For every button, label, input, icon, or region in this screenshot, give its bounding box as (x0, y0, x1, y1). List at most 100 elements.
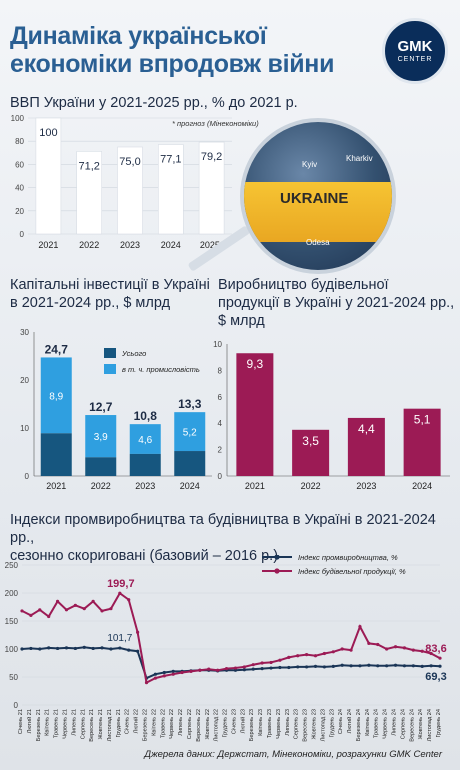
gdp-bar-value: 75,0 (119, 156, 140, 168)
gdp-xtick-label: 2025* (200, 240, 224, 250)
logo-text: GMK (397, 37, 433, 55)
index-point (429, 651, 433, 656)
index-xtick-label: Червень 24 (383, 709, 389, 739)
constr-bar-value: 4,4 (358, 422, 375, 436)
invest-total-label: 10,8 (134, 409, 158, 423)
index-xtick-label: Жовтень 23 (311, 709, 317, 739)
index-xtick-label: Червень 23 (276, 709, 282, 739)
constr-ytick-label: 4 (218, 419, 223, 428)
index-point (296, 665, 300, 669)
invest-total-label: 24,7 (45, 342, 69, 356)
index-xtick-label: Листопад 23 (320, 709, 326, 741)
index-annotation-last-industry: 69,3 (425, 671, 446, 683)
constr-bar-value: 3,5 (302, 434, 319, 448)
index-point (304, 653, 309, 657)
constr-xtick-label: 2024 (412, 481, 432, 491)
index-point (251, 667, 255, 671)
index-title-line-2: сезонно скориговані (базовий – 2016 р.) (10, 548, 279, 564)
invest-ytick-label: 0 (25, 472, 30, 481)
index-point (207, 667, 211, 671)
gdp-chart: 0 20 40 60 80 100 100 2021 71,2 2022 75,0 2023 77,1 2… (11, 114, 232, 250)
index-point (278, 658, 282, 662)
index-point (136, 649, 140, 653)
index-chart-title: Індекси промвиробництва та будівництва в… (10, 511, 460, 565)
index-point (82, 645, 86, 649)
invest-legend-total: Усього (121, 349, 146, 358)
index-point (47, 614, 51, 619)
index-xtick-label: Січень 23 (231, 709, 237, 734)
index-xtick-label: Серпень 23 (294, 709, 300, 739)
index-xtick-label: Квітень 22 (151, 709, 157, 736)
index-ytick-label: 100 (5, 645, 19, 654)
invest-legend-industry: в т. ч. промисловість (122, 365, 200, 374)
ukraine-map-magnifier: UKRAINE Kyiv Kharkiv Odesa (240, 118, 396, 274)
invest-bar-industry (40, 357, 72, 434)
index-point (287, 665, 291, 670)
index-point (411, 648, 415, 652)
constr-chart-title: Виробництво будівельної продукції в Укра… (218, 276, 454, 330)
invest-legend-swatch-industry (104, 364, 116, 374)
invest-bar-industry (129, 424, 161, 454)
constr-ytick-label: 6 (218, 393, 223, 402)
index-point (216, 668, 220, 672)
index-point (100, 609, 104, 613)
index-point (171, 669, 175, 673)
index-point (242, 665, 246, 669)
index-xtick-label: Квітень 21 (45, 709, 51, 736)
constr-title-line-3: $ млрд (218, 313, 265, 329)
index-annotation-peak-construction: 199,7 (107, 578, 135, 590)
source-note: Джерела даних: Держстат, Мінекономіки, р… (144, 749, 442, 760)
index-xtick-label: Грудень 23 (329, 709, 335, 738)
invest-industry-label: 5,2 (183, 428, 197, 439)
invest-total-label: 12,7 (89, 400, 113, 414)
index-xtick-label: Вересень 24 (409, 709, 415, 742)
index-point (376, 642, 380, 647)
index-point (296, 654, 300, 658)
index-point (349, 648, 353, 652)
index-point (429, 664, 433, 668)
index-xtick-label: Травень 22 (160, 709, 166, 738)
index-ytick-label: 200 (5, 589, 19, 598)
gdp-ytick-label: 100 (11, 114, 25, 123)
index-legend-label: Індекс промвиробництва, % (298, 555, 398, 562)
index-xtick-label: Серпень 24 (400, 709, 406, 739)
index-xtick-label: Серпень 22 (187, 709, 193, 739)
index-xtick-label: Грудень 21 (116, 709, 122, 738)
constr-ytick-label: 2 (218, 446, 223, 455)
map-city-odesa: Odesa (306, 238, 330, 247)
index-point (233, 666, 238, 670)
index-point (29, 613, 33, 617)
index-point (224, 667, 229, 671)
index-title-line-1: Індекси промвиробництва та будівництва в… (10, 512, 436, 546)
index-point (331, 664, 335, 668)
invest-bar-industry (85, 415, 117, 458)
invest-ytick-label: 20 (20, 376, 29, 385)
index-xtick-label: Серпень 21 (80, 709, 86, 739)
index-annotation-last-construction: 83,6 (425, 643, 446, 655)
index-xtick-label: Листопад 21 (107, 709, 113, 741)
invest-xtick-label: 2022 (91, 481, 111, 491)
index-xtick-label: Березень 23 (249, 709, 255, 741)
index-point (171, 672, 175, 676)
invest-chart: 0 10 20 30 24,7 8,9 2021 12,7 3,9 2022 10,8 4,6 2023… (20, 328, 212, 491)
gdp-bar-value: 71,2 (78, 160, 99, 172)
gdp-bar (158, 144, 184, 235)
gdp-bar-value: 77,1 (160, 154, 181, 166)
index-ytick-label: 150 (5, 617, 19, 626)
index-point (420, 664, 424, 668)
index-xtick-label: Січень 21 (18, 709, 24, 734)
index-xtick-label: Липень 24 (392, 709, 398, 736)
index-point (269, 666, 273, 670)
invest-bar-total-rest (85, 457, 117, 476)
index-xtick-label: Березень 21 (36, 709, 42, 741)
index-point (269, 660, 273, 665)
map-city-kyiv: Kyiv (302, 160, 318, 169)
index-point (385, 647, 389, 651)
index-xtick-label: Грудень 24 (436, 709, 442, 738)
invest-xtick-label: 2024 (180, 481, 200, 491)
index-xtick-label: Вересень 21 (89, 709, 95, 742)
index-point (349, 664, 353, 668)
gdp-ytick-label: 0 (20, 230, 25, 239)
index-xtick-label: Квітень 23 (258, 709, 264, 736)
index-xtick-label: Січень 22 (125, 709, 131, 734)
